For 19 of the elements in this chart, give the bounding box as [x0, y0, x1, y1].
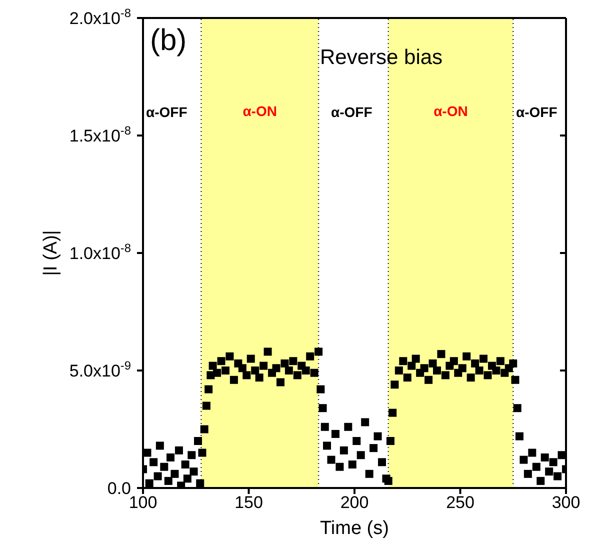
annotation: α-OFF: [146, 104, 188, 120]
annotation: Reverse bias: [320, 46, 443, 70]
annotation: α-OFF: [516, 104, 558, 120]
y-tick-label: 1.5x10$^{-8}$: [69, 124, 132, 146]
x-axis-title: Time (s): [320, 518, 389, 539]
x-tick-label: 100: [128, 493, 158, 512]
y-tick-label: 1.0x10$^{-8}$: [69, 241, 132, 263]
x-tick-label: 300: [552, 493, 580, 512]
band-label: α-ON: [434, 102, 468, 119]
x-tick-label: 150: [234, 493, 263, 512]
x-tick-label: 250: [446, 493, 474, 512]
annotation: (b): [150, 24, 187, 58]
band-label: α-ON: [242, 102, 277, 119]
annotation: α-OFF: [331, 104, 372, 120]
y-tick-label: 2.0x10$^{-8}$: [69, 6, 132, 28]
x-tick-label: 200: [340, 493, 369, 512]
y-tick-label: 5.0x10$^{-9}$: [69, 358, 132, 380]
y-tick-label: 0.0: [107, 479, 131, 498]
y-axis-title: |I (A)|: [40, 230, 62, 276]
